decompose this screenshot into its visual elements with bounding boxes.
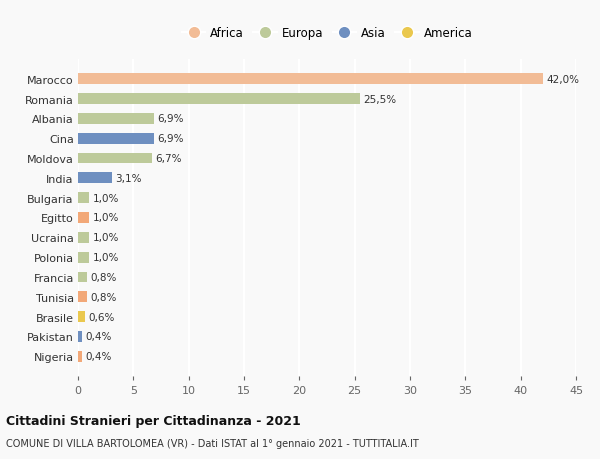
Bar <box>78 292 87 302</box>
Bar <box>78 272 87 283</box>
Bar <box>78 312 85 322</box>
Text: 6,9%: 6,9% <box>158 114 184 124</box>
Text: 1,0%: 1,0% <box>92 252 119 263</box>
Text: 1,0%: 1,0% <box>92 233 119 243</box>
Text: 1,0%: 1,0% <box>92 213 119 223</box>
Text: COMUNE DI VILLA BARTOLOMEA (VR) - Dati ISTAT al 1° gennaio 2021 - TUTTITALIA.IT: COMUNE DI VILLA BARTOLOMEA (VR) - Dati I… <box>6 438 419 448</box>
Text: 6,7%: 6,7% <box>155 154 182 164</box>
Text: 0,4%: 0,4% <box>86 332 112 342</box>
Text: 42,0%: 42,0% <box>546 74 579 84</box>
Bar <box>78 232 89 243</box>
Bar <box>78 134 154 144</box>
Text: 3,1%: 3,1% <box>116 174 142 184</box>
Text: 0,4%: 0,4% <box>86 352 112 362</box>
Bar <box>78 213 89 224</box>
Text: 0,8%: 0,8% <box>90 272 116 282</box>
Legend: Africa, Europa, Asia, America: Africa, Europa, Asia, America <box>179 24 475 42</box>
Bar <box>78 331 82 342</box>
Text: 6,9%: 6,9% <box>158 134 184 144</box>
Text: 0,6%: 0,6% <box>88 312 115 322</box>
Text: Cittadini Stranieri per Cittadinanza - 2021: Cittadini Stranieri per Cittadinanza - 2… <box>6 414 301 428</box>
Bar <box>78 74 543 85</box>
Bar <box>78 114 154 124</box>
Bar <box>78 94 360 105</box>
Text: 1,0%: 1,0% <box>92 193 119 203</box>
Bar <box>78 153 152 164</box>
Bar <box>78 351 82 362</box>
Text: 25,5%: 25,5% <box>364 94 397 104</box>
Bar <box>78 252 89 263</box>
Bar <box>78 173 112 184</box>
Bar <box>78 193 89 204</box>
Text: 0,8%: 0,8% <box>90 292 116 302</box>
